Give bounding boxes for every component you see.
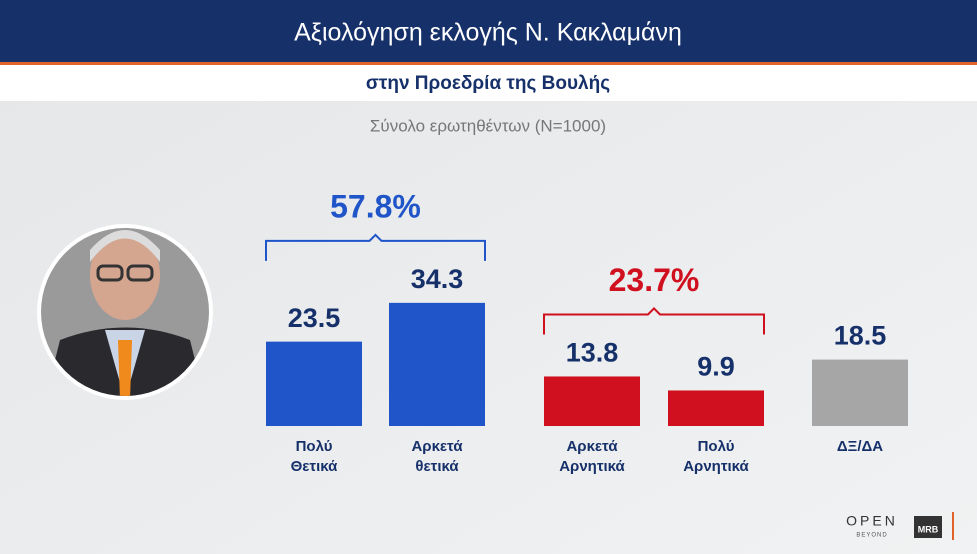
subtitle-bar <box>0 65 977 101</box>
bar <box>389 302 485 426</box>
x-tick-label: Πολύ <box>296 438 333 455</box>
logo-partner: MRB <box>918 524 939 534</box>
logo: OPEN BEYOND MRB <box>846 512 954 540</box>
logo-tagline: BEYOND <box>856 533 887 539</box>
x-tick-label: Πολύ <box>698 438 735 455</box>
x-tick-label: Αρνητικά <box>559 458 625 475</box>
bar <box>812 359 908 426</box>
group-total: 57.8% <box>330 188 421 224</box>
bar <box>266 341 362 426</box>
x-tick-label: Αρκετά <box>566 438 618 455</box>
bar <box>544 376 640 426</box>
note: Σύνολο ερωτηθέντων (N=1000) <box>370 116 606 135</box>
chart-title: Αξιολόγηση εκλογής Ν. Κακλαμάνη <box>294 19 682 47</box>
header-stripe <box>0 62 977 65</box>
value-label: 9.9 <box>697 352 735 382</box>
value-label: 18.5 <box>834 321 887 351</box>
logo-brand: OPEN <box>846 513 898 529</box>
chart-subtitle: στην Προεδρία της Βουλής <box>366 73 610 94</box>
value-label: 34.3 <box>411 264 464 294</box>
x-tick-label: Αρνητικά <box>683 458 749 475</box>
group-total: 23.7% <box>609 262 700 298</box>
group-bracket <box>543 307 765 335</box>
x-tick-label: θετικά <box>415 458 459 475</box>
portrait <box>37 224 213 400</box>
x-tick-label: ΔΞ/ΔΑ <box>837 438 883 455</box>
value-label: 23.5 <box>288 303 341 333</box>
header-bar <box>0 0 977 62</box>
x-tick-label: Θετικά <box>291 458 339 475</box>
value-label: 13.8 <box>566 338 619 368</box>
x-tick-label: Αρκετά <box>411 438 463 455</box>
group-bracket <box>265 233 486 261</box>
bar <box>668 390 764 426</box>
